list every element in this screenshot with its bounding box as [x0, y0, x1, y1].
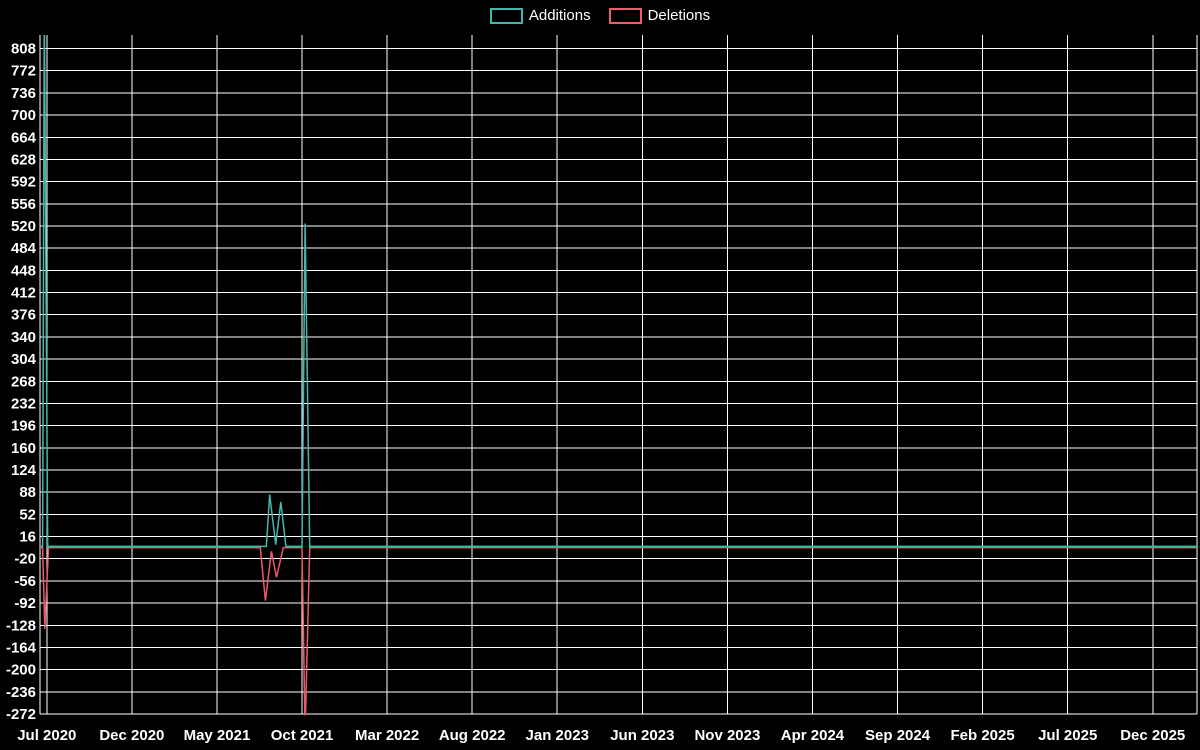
y-axis-tick-label: -164 — [6, 639, 37, 656]
y-axis-tick-label: 736 — [11, 85, 36, 102]
y-axis-tick-label: 160 — [11, 440, 36, 457]
y-axis-tick-label: 340 — [11, 329, 36, 346]
x-axis-tick-label: May 2021 — [184, 727, 251, 744]
y-axis-tick-label: -200 — [6, 662, 36, 679]
x-axis-tick-label: Mar 2022 — [355, 727, 419, 744]
y-axis-tick-label: -128 — [6, 617, 36, 634]
y-axis-tick-label: 16 — [19, 529, 36, 546]
y-axis-tick-label: 88 — [19, 484, 36, 501]
y-axis-tick-label: -272 — [6, 706, 36, 723]
y-axis-tick-label: -20 — [14, 551, 36, 568]
series-line-deletions — [40, 546, 1197, 716]
y-axis-tick-label: 268 — [11, 373, 36, 390]
y-axis-tick-label: 52 — [19, 506, 36, 523]
y-axis-tick-label: 592 — [11, 174, 36, 191]
legend-item-additions[interactable]: Additions — [489, 7, 591, 24]
chart-legend: Additions Deletions — [0, 8, 1200, 24]
legend-item-deletions[interactable]: Deletions — [608, 7, 711, 24]
x-axis-tick-label: Aug 2022 — [439, 727, 506, 744]
y-axis-tick-label: 628 — [11, 151, 36, 168]
x-axis-tick-label: Feb 2025 — [951, 727, 1015, 744]
y-axis-tick-label: 520 — [11, 218, 36, 235]
y-axis-tick-label: 808 — [11, 41, 36, 58]
x-axis-tick-label: Dec 2020 — [99, 727, 164, 744]
x-axis-tick-label: Jul 2020 — [17, 727, 76, 744]
y-axis-tick-label: 772 — [11, 63, 36, 80]
y-axis-tick-label: 124 — [11, 462, 37, 479]
x-axis-tick-label: Jul 2025 — [1038, 727, 1097, 744]
deletions-swatch-icon — [608, 8, 642, 24]
y-axis-tick-label: 412 — [11, 285, 36, 302]
y-axis-tick-label: 700 — [11, 107, 36, 124]
x-axis-tick-label: Dec 2025 — [1120, 727, 1185, 744]
y-axis-tick-label: 376 — [11, 307, 36, 324]
additions-swatch-icon — [489, 8, 523, 24]
y-axis-tick-label: 196 — [11, 418, 36, 435]
x-axis-tick-label: Nov 2023 — [694, 727, 760, 744]
x-axis-tick-label: Oct 2021 — [271, 727, 334, 744]
legend-label-additions: Additions — [528, 7, 591, 24]
y-axis-tick-label: -56 — [14, 573, 36, 590]
series-line-additions — [40, 35, 1197, 548]
x-axis-tick-label: Sep 2024 — [865, 727, 931, 744]
y-axis-tick-label: 304 — [11, 351, 37, 368]
x-axis-tick-label: Apr 2024 — [781, 727, 845, 744]
y-axis-tick-label: 664 — [11, 129, 37, 146]
y-axis-tick-label: -92 — [14, 595, 36, 612]
legend-label-deletions: Deletions — [647, 7, 711, 24]
y-axis-tick-label: 448 — [11, 262, 36, 279]
y-axis-tick-label: 232 — [11, 395, 36, 412]
y-axis-tick-label: 556 — [11, 196, 36, 213]
x-axis-tick-label: Jan 2023 — [526, 727, 589, 744]
y-axis-tick-label: 484 — [11, 240, 37, 257]
x-axis-tick-label: Jun 2023 — [610, 727, 674, 744]
y-axis-tick-label: -236 — [6, 684, 36, 701]
